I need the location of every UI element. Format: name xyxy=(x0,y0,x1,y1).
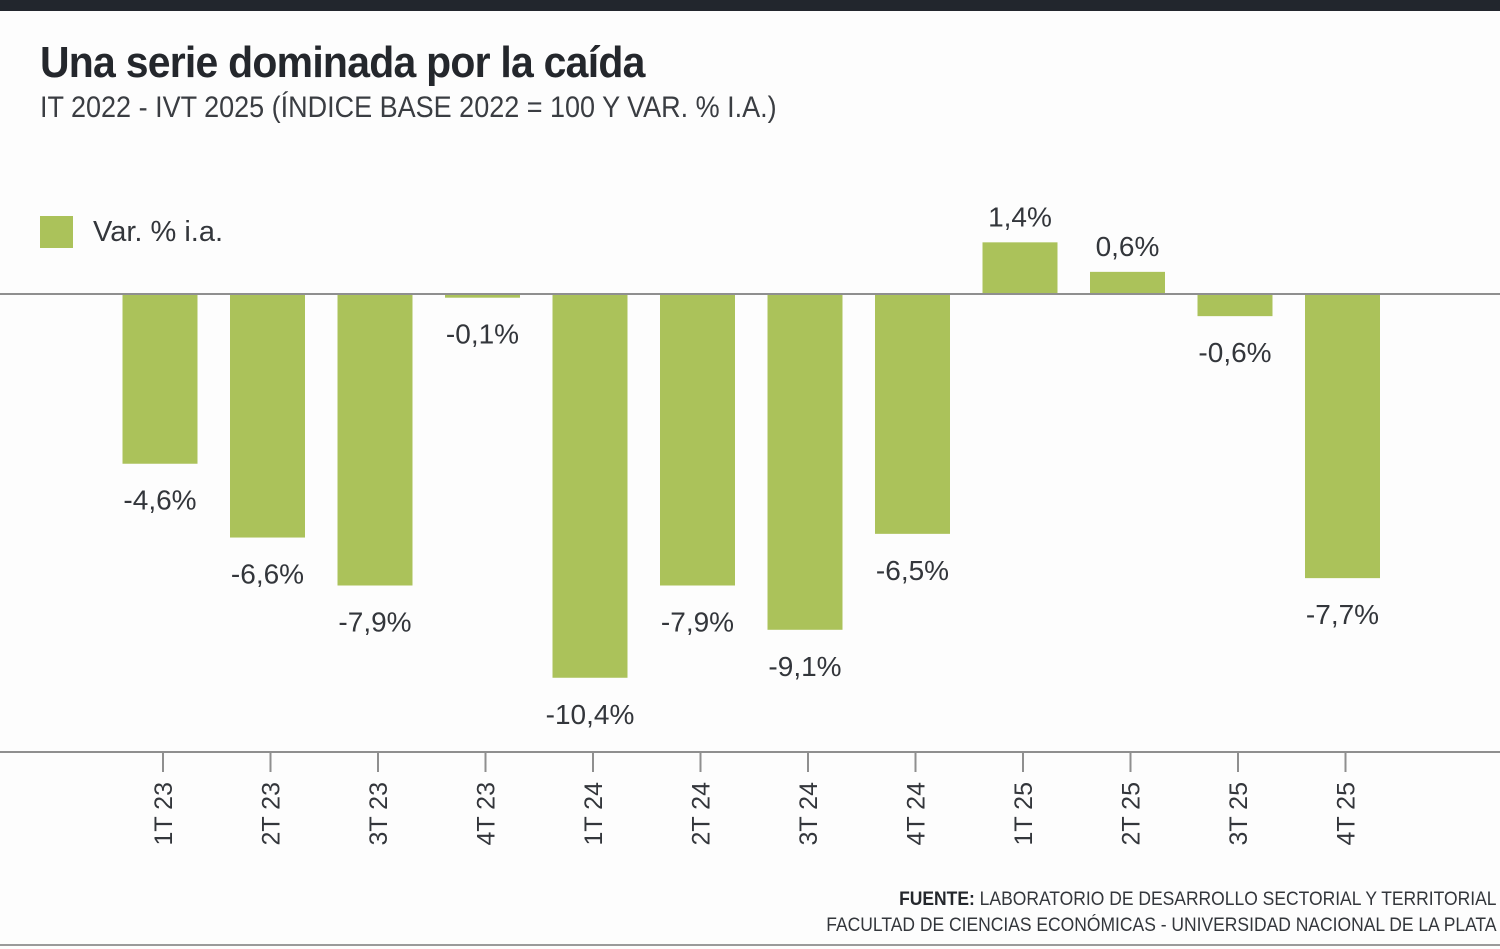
data-label: -6,6% xyxy=(231,559,304,590)
x-tick-label: 2T 24 xyxy=(688,782,716,846)
x-axis-ticks: 1T 23 2T 23 3T 23 4T 23 1T 24 2T 24 3T 24 4T 24… xyxy=(150,752,1361,845)
x-tick-label: 3T 25 xyxy=(1225,782,1253,845)
bar-1t-23 xyxy=(122,294,198,464)
chart-subtitle: IT 2022 - IVT 2025 (ÍNDICE BASE 2022 = 1… xyxy=(40,91,777,124)
bar-4t-25 xyxy=(1305,294,1380,579)
legend: Var. % i.a. xyxy=(40,214,223,250)
bar-2t-25 xyxy=(1090,271,1165,294)
data-label: -4,6% xyxy=(123,485,196,516)
bar-4t-24 xyxy=(875,294,950,534)
data-label: 0,6% xyxy=(1096,231,1160,262)
x-tick-label: 4T 23 xyxy=(473,782,501,845)
x-tick-label: 2T 25 xyxy=(1118,782,1146,845)
x-tick-label: 3T 23 xyxy=(365,782,393,845)
chart-title: Una serie dominada por la caída xyxy=(40,38,645,87)
source-line-1: FUENTE: LABORATORIO DE DESARROLLO SECTOR… xyxy=(826,887,1496,913)
bar-2t-24 xyxy=(660,294,735,586)
bars-group xyxy=(122,242,1380,678)
source-line-2: FACULTAD DE CIENCIAS ECONÓMICAS - UNIVER… xyxy=(825,915,1496,936)
bar-3t-23 xyxy=(337,294,413,586)
bottom-rule xyxy=(0,944,1500,946)
bar-3t-25 xyxy=(1197,294,1273,317)
bar-1t-24 xyxy=(552,294,628,678)
x-tick-label: 1T 24 xyxy=(580,782,608,846)
source-prefix: FUENTE: xyxy=(898,889,975,910)
top-bar xyxy=(0,0,1500,11)
source-note: FUENTE: LABORATORIO DE DESARROLLO SECTOR… xyxy=(826,887,1496,939)
data-label: -7,9% xyxy=(338,607,411,638)
source-text-1: LABORATORIO DE DESARROLLO SECTORIAL Y TE… xyxy=(974,889,1496,910)
bar-2t-23 xyxy=(230,294,305,538)
x-tick-label: 1T 25 xyxy=(1010,782,1038,845)
data-label: -7,9% xyxy=(661,607,734,638)
data-label: -0,6% xyxy=(1198,337,1271,368)
bar-4t-23 xyxy=(445,294,520,298)
x-tick-label: 3T 24 xyxy=(795,782,823,846)
bar-1t-25 xyxy=(982,242,1058,294)
data-label: -7,7% xyxy=(1306,599,1379,630)
legend-swatch xyxy=(40,216,73,248)
data-label: 1,4% xyxy=(988,201,1052,232)
data-label: -9,1% xyxy=(768,651,841,682)
legend-label: Var. % i.a. xyxy=(93,215,224,248)
x-tick-label: 2T 23 xyxy=(258,782,286,845)
data-label: -6,5% xyxy=(876,555,949,586)
data-label: -10,4% xyxy=(546,699,635,730)
bar-3t-24 xyxy=(767,294,843,630)
data-label: -0,1% xyxy=(446,319,519,350)
x-tick-label: 1T 23 xyxy=(150,782,178,845)
x-tick-label: 4T 24 xyxy=(903,782,931,846)
data-labels: -4,6% -6,6% -7,9% -0,1% -10,4% -7,9% -9,1% -6,5… xyxy=(123,201,1379,729)
x-tick-label: 4T 25 xyxy=(1333,782,1361,845)
